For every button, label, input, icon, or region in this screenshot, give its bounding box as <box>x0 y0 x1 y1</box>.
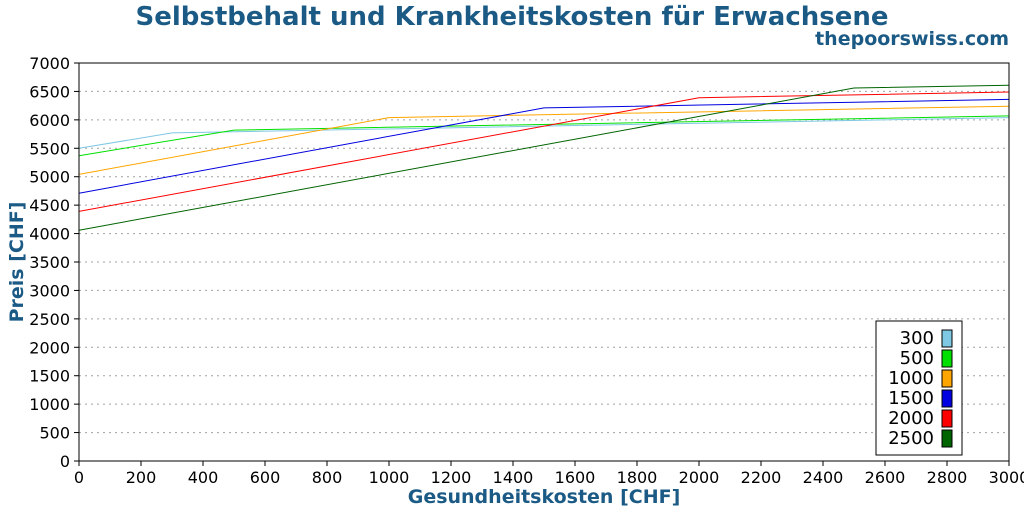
y-tick-label: 0 <box>60 452 70 471</box>
y-tick-label: 6000 <box>29 111 70 130</box>
grid-lines <box>79 90 1009 434</box>
legend-label: 1500 <box>888 388 934 409</box>
legend-swatch-2500 <box>941 429 953 448</box>
legend-swatch-300 <box>941 329 953 348</box>
legend-swatch-500 <box>941 349 953 368</box>
series-line-1000 <box>78 105 1010 175</box>
series-line-2500 <box>78 84 1010 231</box>
legend-label: 2000 <box>888 408 934 429</box>
y-tick-label: 2500 <box>29 310 70 329</box>
series-line-1500 <box>78 98 1010 194</box>
y-tick-label: 1500 <box>29 367 70 386</box>
x-tick-label: 2400 <box>803 468 844 487</box>
legend-label: 2500 <box>888 428 934 449</box>
x-tick-label: 2000 <box>679 468 720 487</box>
x-tick-label: 200 <box>126 468 157 487</box>
y-tick-label: 6500 <box>29 82 70 101</box>
x-tick-label: 1800 <box>617 468 658 487</box>
x-tick-label: 1600 <box>555 468 596 487</box>
x-tick-label: 800 <box>312 468 343 487</box>
x-tick-label: 1400 <box>493 468 534 487</box>
x-axis-label: Gesundheitskosten [CHF] <box>408 486 681 508</box>
chart-subtitle: thepoorswiss.com <box>815 28 1009 50</box>
x-tick-label: 2600 <box>865 468 906 487</box>
legend-swatch-1500 <box>941 389 953 408</box>
legend-label: 300 <box>900 328 934 349</box>
x-tick-label: 0 <box>74 468 84 487</box>
x-tick-label: 600 <box>250 468 281 487</box>
legend-label: 500 <box>900 348 934 369</box>
series-lines <box>78 84 1010 231</box>
series-line-500 <box>78 115 1010 157</box>
x-tick-label: 1000 <box>369 468 410 487</box>
y-axis-label: Preis [CHF] <box>6 202 28 323</box>
axis-ticks: 0500100015002000250030003500400045005000… <box>29 54 1024 487</box>
series-line-300 <box>78 117 1010 149</box>
y-tick-label: 500 <box>39 424 70 443</box>
y-tick-label: 5000 <box>29 168 70 187</box>
y-tick-label: 5500 <box>29 139 70 158</box>
y-tick-label: 3500 <box>29 253 70 272</box>
y-tick-label: 3000 <box>29 281 70 300</box>
x-tick-label: 400 <box>188 468 219 487</box>
y-tick-label: 7000 <box>29 54 70 73</box>
x-tick-label: 2800 <box>927 468 968 487</box>
x-tick-label: 2200 <box>741 468 782 487</box>
y-tick-label: 2000 <box>29 338 70 357</box>
chart-title: Selbstbehalt und Krankheitskosten für Er… <box>135 2 888 32</box>
x-tick-label: 3000 <box>989 468 1024 487</box>
legend-swatch-1000 <box>941 369 953 388</box>
legend-label: 1000 <box>888 368 934 389</box>
x-tick-label: 1200 <box>431 468 472 487</box>
y-tick-label: 4000 <box>29 225 70 244</box>
y-tick-label: 1000 <box>29 395 70 414</box>
legend-swatch-2000 <box>941 409 953 428</box>
series-line-2000 <box>78 91 1010 212</box>
y-tick-label: 4500 <box>29 196 70 215</box>
